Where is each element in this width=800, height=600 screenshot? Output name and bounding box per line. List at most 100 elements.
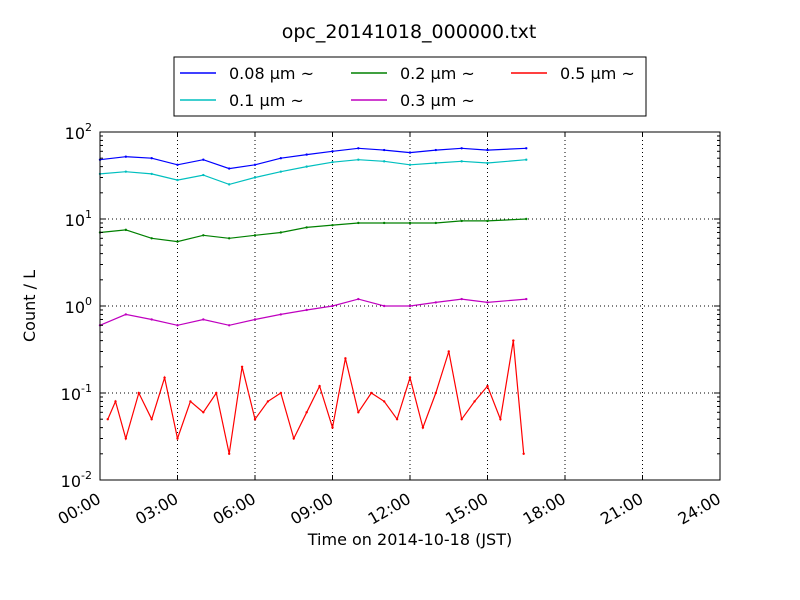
data-point xyxy=(202,234,205,237)
data-point xyxy=(318,384,321,388)
data-point xyxy=(305,165,308,168)
data-point xyxy=(202,318,205,321)
data-point xyxy=(447,350,450,353)
data-point xyxy=(163,376,166,379)
data-point xyxy=(279,313,283,316)
data-point xyxy=(227,183,231,186)
data-point xyxy=(357,147,360,150)
legend-box xyxy=(173,56,647,117)
data-point xyxy=(331,304,334,308)
data-point xyxy=(434,148,438,152)
data-point xyxy=(150,417,153,421)
data-point xyxy=(124,155,128,158)
data-point xyxy=(253,417,257,421)
data-point xyxy=(382,221,386,225)
data-point xyxy=(253,318,257,321)
data-point xyxy=(357,297,360,301)
data-point xyxy=(525,297,528,301)
data-point xyxy=(460,160,463,163)
data-point xyxy=(227,167,231,170)
data-point xyxy=(525,147,528,150)
data-point xyxy=(408,304,412,308)
data-point xyxy=(460,147,463,150)
data-point xyxy=(525,217,528,221)
data-point xyxy=(253,163,257,166)
data-point xyxy=(486,161,489,165)
data-point xyxy=(512,339,515,342)
data-point xyxy=(124,437,128,440)
data-point xyxy=(176,437,179,440)
chart-title: opc_20141018_000000.txt xyxy=(282,21,537,43)
data-point xyxy=(344,357,347,360)
data-point xyxy=(408,221,412,225)
grid xyxy=(100,132,720,480)
data-point xyxy=(408,376,412,379)
data-point xyxy=(331,160,334,164)
data-point xyxy=(150,156,153,160)
data-point xyxy=(434,301,438,304)
data-point xyxy=(106,417,109,421)
data-point xyxy=(499,417,502,421)
legend-label: 0.3 μm ~ xyxy=(400,91,475,110)
data-point xyxy=(357,221,360,225)
data-point xyxy=(215,391,218,395)
data-point xyxy=(150,318,153,321)
data-point xyxy=(382,304,386,308)
data-point xyxy=(460,297,463,301)
data-point xyxy=(305,411,308,414)
data-point xyxy=(331,223,334,227)
y-axis-label: Count / L xyxy=(20,270,39,342)
series-3 xyxy=(98,217,528,243)
data-point xyxy=(486,219,489,223)
data-point xyxy=(124,228,128,232)
data-point xyxy=(486,301,489,304)
data-point xyxy=(253,176,257,179)
data-point xyxy=(176,178,179,182)
data-point xyxy=(189,400,192,403)
legend: 0.08 μm ~ 0.1 μm ~ 0.2 μm ~ 0.3 μm ~ 0.5 μm … xyxy=(180,64,635,110)
legend-label: 0.08 μm ~ xyxy=(229,64,314,83)
data-point xyxy=(305,226,308,229)
data-point xyxy=(279,170,283,173)
series-line xyxy=(107,340,525,454)
data-point xyxy=(124,170,128,173)
series-4 xyxy=(98,297,528,327)
data-point xyxy=(176,240,179,243)
data-point xyxy=(150,172,153,176)
data-point xyxy=(434,221,438,225)
data-point xyxy=(240,365,244,369)
data-point xyxy=(305,308,308,312)
data-point xyxy=(408,151,412,154)
series-5 xyxy=(106,339,525,456)
data-point xyxy=(473,400,476,403)
x-axis-label: Time on 2014-10-18 (JST) xyxy=(307,530,512,549)
data-point xyxy=(357,158,360,161)
data-point xyxy=(408,163,412,166)
data-point xyxy=(124,313,128,316)
data-point xyxy=(227,452,231,456)
legend-label: 0.5 μm ~ xyxy=(560,64,635,83)
data-point xyxy=(292,437,295,440)
data-point xyxy=(202,411,205,414)
data-point xyxy=(486,148,489,152)
data-point xyxy=(227,324,231,327)
legend-label: 0.1 μm ~ xyxy=(229,91,304,110)
data-point xyxy=(137,391,140,395)
data-point xyxy=(460,417,463,421)
data-point xyxy=(176,324,179,327)
data-point xyxy=(279,156,283,160)
data-point xyxy=(176,163,179,166)
data-point xyxy=(522,452,525,456)
data-point xyxy=(253,234,257,237)
data-point xyxy=(266,400,270,403)
data-point xyxy=(114,400,117,403)
data-point xyxy=(370,391,373,395)
data-point xyxy=(486,384,489,388)
series-2 xyxy=(98,158,528,186)
data-point xyxy=(227,237,231,240)
data-point xyxy=(305,153,308,156)
data-point xyxy=(279,391,283,395)
data-point xyxy=(331,426,334,429)
legend-label: 0.2 μm ~ xyxy=(400,64,475,83)
